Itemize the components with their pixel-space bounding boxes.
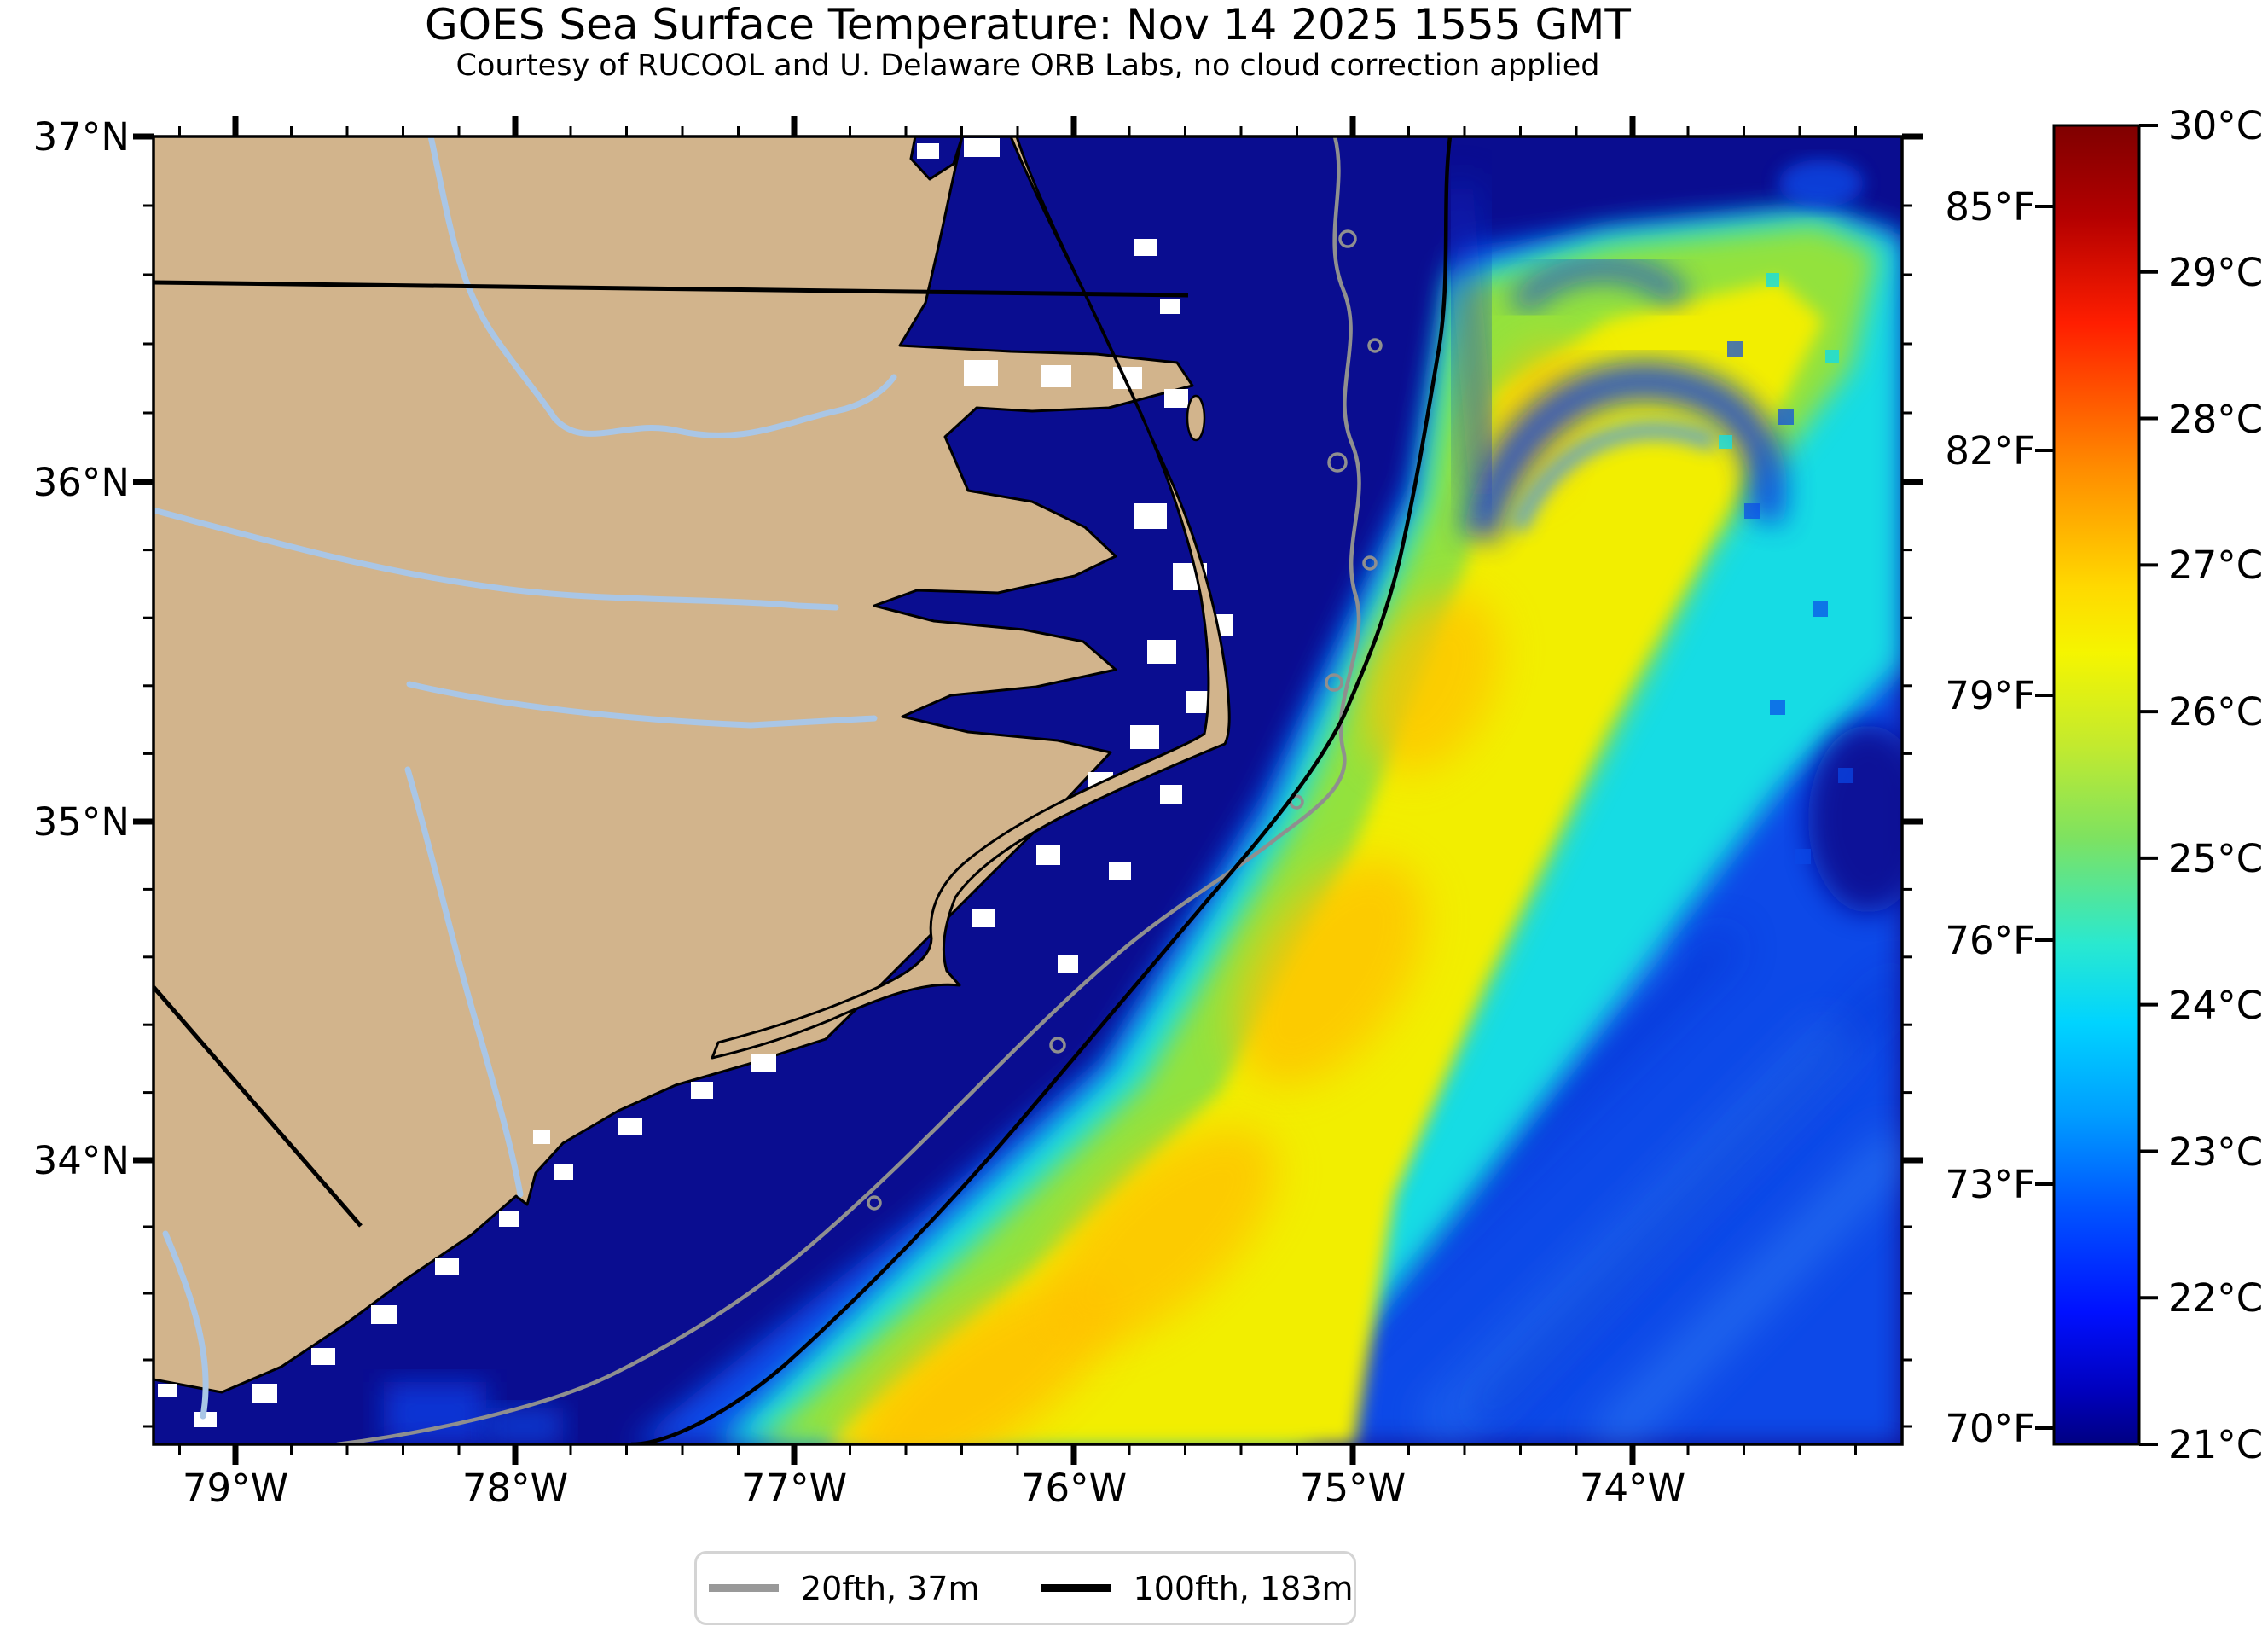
map-area	[152, 135, 1904, 1446]
colorbar-f-label: 73°F	[1945, 1162, 2035, 1207]
colorbar-c-label: 29°C	[2168, 250, 2264, 295]
x-tick-label: 78°W	[461, 1466, 569, 1511]
colorbar-f-label: 82°F	[1945, 428, 2035, 473]
x-tick-label: 76°W	[1020, 1466, 1128, 1511]
barrier-islands	[711, 136, 1231, 1060]
cold-wedge	[1808, 725, 1902, 913]
colorbar-c-label: 24°C	[2168, 983, 2264, 1028]
cool-filament	[1441, 186, 1501, 497]
legend-line-100fth	[1041, 1584, 1111, 1592]
pixel-speckles	[1727, 341, 1853, 864]
y-tick-label: 36°N	[32, 460, 130, 505]
legend-label-20fth: 20fth, 37m	[801, 1569, 980, 1607]
colorbar	[2052, 124, 2141, 1446]
colorbar-c-label: 28°C	[2168, 397, 2264, 442]
colorbar-c-label: 30°C	[2168, 103, 2264, 148]
roanoke-island	[1186, 394, 1206, 442]
pixel-speckles-cyan	[1719, 273, 1839, 449]
x-tick-label: 77°W	[740, 1466, 848, 1511]
eddy-swirl	[1508, 254, 1690, 317]
warm-core-patch	[1366, 594, 1500, 771]
colorbar-gradient	[2052, 124, 2141, 1446]
map-frame	[152, 135, 1904, 1446]
colorbar-f-label: 70°F	[1945, 1406, 2035, 1451]
x-tick-label: 75°W	[1299, 1466, 1407, 1511]
rivers	[154, 136, 897, 1420]
contour-100-fathom	[630, 136, 1453, 1444]
eddy-swirl	[1510, 421, 1719, 532]
state-line-nc-sc	[154, 985, 363, 1228]
eddy-swirl	[1461, 362, 1788, 542]
colorbar-c-label: 22°C	[2168, 1275, 2264, 1321]
colorbar-c-label: 27°C	[2168, 543, 2264, 588]
colorbar-c-label: 26°C	[2168, 689, 2264, 735]
state-line-va-nc	[154, 280, 1189, 298]
x-tick-label: 74°W	[1579, 1466, 1686, 1511]
colorbar-f-label: 85°F	[1945, 184, 2035, 229]
contour-20-fathom-specks	[867, 229, 1383, 1211]
colorbar-f-label: 79°F	[1945, 673, 2035, 718]
colorbar-f-label: 76°F	[1945, 918, 2035, 963]
legend-label-100fth: 100fth, 183m	[1133, 1569, 1354, 1607]
legend: 20fth, 37m 100fth, 183m	[694, 1551, 1356, 1625]
plot-title: GOES Sea Surface Temperature: Nov 14 202…	[425, 0, 1631, 49]
y-tick-label: 35°N	[32, 799, 130, 845]
plot-subtitle: Courtesy of RUCOOL and U. Delaware ORB L…	[455, 49, 1600, 83]
colorbar-c-label: 23°C	[2168, 1130, 2264, 1175]
warm-core-patch	[1042, 1127, 1278, 1347]
x-tick-label: 79°W	[182, 1466, 289, 1511]
colorbar-c-label: 21°C	[2168, 1422, 2264, 1467]
gulf-stream-yellow-core	[827, 280, 1824, 1444]
warm-core-patch	[1236, 859, 1425, 1086]
legend-line-20fth	[709, 1584, 779, 1592]
colorbar-c-label: 25°C	[2168, 836, 2264, 881]
y-tick-label: 37°N	[32, 114, 130, 160]
blue-streak	[1588, 1128, 1902, 1444]
land-mainland	[154, 136, 1194, 1394]
y-tick-label: 34°N	[32, 1138, 130, 1183]
axis-ticks	[133, 116, 2158, 1465]
blue-blob	[1778, 160, 1864, 207]
dark-streak	[1468, 973, 1902, 1424]
